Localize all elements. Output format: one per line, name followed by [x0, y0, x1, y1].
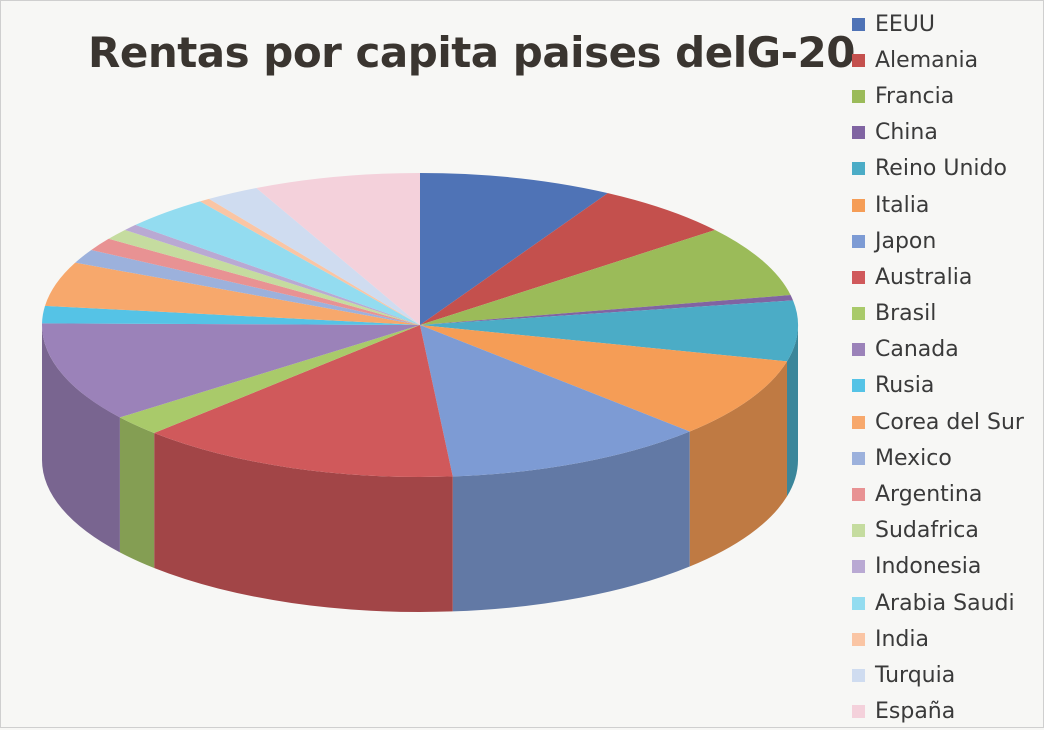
legend-item-alemania: Alemania: [852, 42, 1024, 78]
legend-label: China: [875, 120, 938, 146]
pie-slice-españa: [256, 173, 420, 325]
legend-item-argentina: Argentina: [852, 476, 1024, 512]
pie-slice-india: [200, 198, 420, 325]
legend-item-reino-unido: Reino Unido: [852, 151, 1024, 187]
pie-slice-reino-unido: [420, 300, 798, 362]
legend-swatch: [852, 488, 865, 502]
pie-slice-japon: [420, 325, 690, 477]
legend-swatch: [852, 415, 865, 429]
legend-swatch: [852, 89, 865, 103]
legend-label: Mexico: [875, 445, 952, 471]
legend-swatch: [852, 126, 865, 140]
legend-label: Indonesia: [875, 554, 982, 580]
legend-label: Rusia: [875, 373, 935, 399]
legend-label: España: [875, 699, 956, 725]
legend-item-españa: España: [852, 694, 1024, 730]
legend-swatch: [852, 705, 865, 719]
legend-item-eeuu: EEUU: [852, 6, 1024, 42]
legend-label: Turquia: [875, 662, 956, 688]
legend-item-corea-del-sur: Corea del Sur: [852, 404, 1024, 440]
legend-item-mexico: Mexico: [852, 440, 1024, 476]
pie-side-brasil: [119, 417, 155, 569]
legend-swatch: [852, 524, 865, 538]
legend-swatch: [852, 451, 865, 465]
legend-item-turquia: Turquia: [852, 657, 1024, 693]
legend-item-brasil: Brasil: [852, 296, 1024, 332]
legend-swatch: [852, 560, 865, 574]
legend-item-china: China: [852, 115, 1024, 151]
chart-title: Rentas por capita paises delG-20: [88, 28, 855, 77]
pie-slice-turquia: [209, 187, 420, 325]
legend-label: Reino Unido: [875, 156, 1007, 182]
legend-label: Italia: [875, 192, 930, 218]
legend-label: Canada: [875, 337, 959, 363]
pie-slice-rusia: [42, 305, 420, 325]
pie-side-japon: [452, 431, 690, 612]
pie-slice-sudafrica: [108, 229, 420, 325]
legend-swatch: [852, 53, 865, 67]
legend-item-japon: Japon: [852, 223, 1024, 259]
legend-swatch: [852, 343, 865, 357]
legend-swatch: [852, 234, 865, 248]
legend-label: Brasil: [875, 301, 937, 327]
pie-slice-corea-del-sur: [45, 262, 421, 325]
legend-item-francia: Francia: [852, 78, 1024, 114]
legend-label: Alemania: [875, 47, 979, 73]
pie-slice-eeuu: [420, 173, 608, 325]
legend-label: Argentina: [875, 482, 983, 508]
pie-slice-indonesia: [124, 224, 420, 325]
pie-side-italia: [689, 361, 787, 567]
pie-slice-italia: [420, 325, 787, 432]
legend-swatch: [852, 379, 865, 393]
legend-label: Australia: [875, 264, 973, 290]
legend-label: India: [875, 626, 929, 652]
legend-swatch: [852, 668, 865, 682]
legend-item-canada: Canada: [852, 332, 1024, 368]
pie-slice-brasil: [119, 325, 421, 434]
legend-item-indonesia: Indonesia: [852, 549, 1024, 585]
legend-swatch: [852, 307, 865, 321]
legend-item-rusia: Rusia: [852, 368, 1024, 404]
legend-label: Japon: [875, 228, 937, 254]
legend-swatch: [852, 17, 865, 31]
legend-item-arabia-saudi: Arabia Saudi: [852, 585, 1024, 621]
legend-item-india: India: [852, 621, 1024, 657]
legend-label: Corea del Sur: [875, 409, 1024, 435]
pie-slice-arabia-saudi: [135, 201, 420, 325]
pie-slice-china: [420, 295, 794, 325]
legend-label: Sudafrica: [875, 518, 979, 544]
pie-slice-australia: [154, 325, 453, 477]
pie-side-reino-unido: [786, 325, 798, 497]
pie-slice-canada: [41, 323, 420, 418]
legend-item-sudafrica: Sudafrica: [852, 513, 1024, 549]
legend-swatch: [852, 198, 865, 212]
legend-item-italia: Italia: [852, 187, 1024, 223]
legend-swatch: [852, 162, 865, 176]
pie-slice-argentina: [91, 238, 420, 325]
pie-slice-mexico: [75, 249, 421, 325]
pie-side-canada: [41, 325, 120, 553]
legend-swatch: [852, 270, 865, 284]
legend: EEUU Alemania Francia China Reino Unido Itali…: [852, 6, 1024, 730]
legend-label: Francia: [875, 83, 955, 109]
pie-slice-francia: [420, 229, 791, 325]
legend-item-australia: Australia: [852, 259, 1024, 295]
legend-swatch: [852, 632, 865, 646]
legend-swatch: [852, 596, 865, 610]
legend-label: EEUU: [875, 11, 936, 37]
legend-label: Arabia Saudi: [875, 590, 1015, 616]
pie-slice-alemania: [420, 193, 716, 325]
pie-side-australia: [154, 433, 453, 613]
